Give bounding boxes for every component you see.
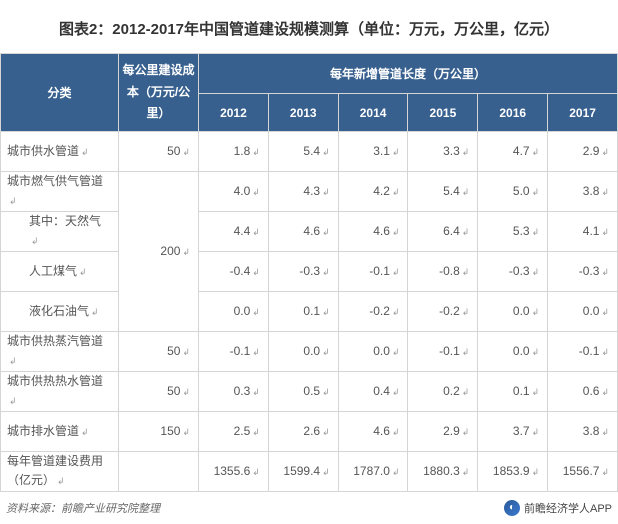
value-cell: 0.2 xyxy=(408,371,478,411)
value-cell: -0.3 xyxy=(478,251,548,291)
footer-app-label: 前瞻经济学人APP xyxy=(524,500,612,516)
cost-cell: 50 xyxy=(119,331,199,371)
value-cell: -0.1 xyxy=(338,251,408,291)
value-cell: 0.1 xyxy=(478,371,548,411)
value-cell: -0.4 xyxy=(199,251,269,291)
th-year-2013: 2013 xyxy=(268,94,338,131)
footer: 资料来源：前瞻产业研究院整理 ◐ 前瞻经济学人APP xyxy=(0,492,618,524)
row-label: 城市供水管道 xyxy=(1,131,119,171)
footer-app: ◐ 前瞻经济学人APP xyxy=(504,500,612,516)
value-cell: 0.0 xyxy=(478,291,548,331)
table-body: 城市供水管道501.85.43.13.34.72.9城市燃气供气管道2004.0… xyxy=(1,131,618,491)
table-row: 城市排水管道1502.52.64.62.93.73.8 xyxy=(1,411,618,451)
value-cell: 4.1 xyxy=(548,211,618,251)
value-cell: -0.1 xyxy=(199,331,269,371)
value-cell: 4.4 xyxy=(199,211,269,251)
value-cell: 3.3 xyxy=(408,131,478,171)
value-cell: 1355.6 xyxy=(199,451,269,491)
value-cell: 5.3 xyxy=(478,211,548,251)
value-cell: 5.4 xyxy=(268,131,338,171)
value-cell: -0.2 xyxy=(338,291,408,331)
value-cell: 1880.3 xyxy=(408,451,478,491)
row-label: 城市供热热水管道 xyxy=(1,371,119,411)
table-row: 城市供热热水管道500.30.50.40.20.10.6 xyxy=(1,371,618,411)
value-cell: 5.4 xyxy=(408,171,478,211)
value-cell: 0.0 xyxy=(268,331,338,371)
th-year-2016: 2016 xyxy=(478,94,548,131)
value-cell: 2.5 xyxy=(199,411,269,451)
cost-cell: 200 xyxy=(119,171,199,331)
value-cell: -0.2 xyxy=(408,291,478,331)
value-cell: 4.6 xyxy=(338,411,408,451)
row-label: 人工煤气 xyxy=(1,251,119,291)
row-label: 城市供热蒸汽管道 xyxy=(1,331,119,371)
value-cell: 1.8 xyxy=(199,131,269,171)
row-label: 城市燃气供气管道 xyxy=(1,171,119,211)
cost-cell: 150 xyxy=(119,411,199,451)
value-cell: 4.3 xyxy=(268,171,338,211)
value-cell: 0.0 xyxy=(548,291,618,331)
cost-cell: 50 xyxy=(119,371,199,411)
value-cell: 3.8 xyxy=(548,411,618,451)
table-row: 每年管道建设费用（亿元） 1355.61599.41787.01880.31853… xyxy=(1,451,618,491)
table-row: 城市供水管道501.85.43.13.34.72.9 xyxy=(1,131,618,171)
value-cell: 4.0 xyxy=(199,171,269,211)
value-cell: 6.4 xyxy=(408,211,478,251)
value-cell: 2.9 xyxy=(408,411,478,451)
th-category: 分类 xyxy=(1,54,119,132)
value-cell: 3.1 xyxy=(338,131,408,171)
value-cell: -0.8 xyxy=(408,251,478,291)
value-cell: 4.6 xyxy=(268,211,338,251)
value-cell: 1556.7 xyxy=(548,451,618,491)
value-cell: 0.0 xyxy=(338,331,408,371)
row-label: 其中：天然气 xyxy=(1,211,119,251)
cost-cell xyxy=(119,451,199,491)
value-cell: 0.0 xyxy=(478,331,548,371)
value-cell: 1787.0 xyxy=(338,451,408,491)
value-cell: 0.1 xyxy=(268,291,338,331)
row-label: 每年管道建设费用（亿元） xyxy=(1,451,119,491)
value-cell: 5.0 xyxy=(478,171,548,211)
th-cost: 每公里建设成本（万元/公里） xyxy=(119,54,199,132)
value-cell: 4.6 xyxy=(338,211,408,251)
row-label: 液化石油气 xyxy=(1,291,119,331)
value-cell: 4.2 xyxy=(338,171,408,211)
value-cell: 2.6 xyxy=(268,411,338,451)
value-cell: 0.6 xyxy=(548,371,618,411)
value-cell: 0.4 xyxy=(338,371,408,411)
value-cell: 0.3 xyxy=(199,371,269,411)
table-row: 城市燃气供气管道2004.04.34.25.45.03.8 xyxy=(1,171,618,211)
th-year-2014: 2014 xyxy=(338,94,408,131)
value-cell: -0.3 xyxy=(548,251,618,291)
table-row: 人工煤气-0.4-0.3-0.1-0.8-0.3-0.3 xyxy=(1,251,618,291)
th-length-group: 每年新增管道长度（万公里） xyxy=(199,54,618,94)
cost-cell: 50 xyxy=(119,131,199,171)
value-cell: 1599.4 xyxy=(268,451,338,491)
value-cell: 3.7 xyxy=(478,411,548,451)
table-header: 分类 每公里建设成本（万元/公里） 每年新增管道长度（万公里） 20122013… xyxy=(1,54,618,132)
value-cell: 0.0 xyxy=(199,291,269,331)
value-cell: 1853.9 xyxy=(478,451,548,491)
value-cell: -0.1 xyxy=(548,331,618,371)
th-year-2012: 2012 xyxy=(199,94,269,131)
footer-source: 资料来源：前瞻产业研究院整理 xyxy=(6,500,160,516)
table-row: 城市供热蒸汽管道50-0.10.00.0-0.10.0-0.1 xyxy=(1,331,618,371)
value-cell: 4.7 xyxy=(478,131,548,171)
table-row: 其中：天然气4.44.64.66.45.34.1 xyxy=(1,211,618,251)
row-label: 城市排水管道 xyxy=(1,411,119,451)
table-row: 液化石油气0.00.1-0.2-0.20.00.0 xyxy=(1,291,618,331)
value-cell: -0.1 xyxy=(408,331,478,371)
app-logo-icon: ◐ xyxy=(504,500,520,516)
value-cell: 3.8 xyxy=(548,171,618,211)
value-cell: 2.9 xyxy=(548,131,618,171)
pipeline-table: 分类 每公里建设成本（万元/公里） 每年新增管道长度（万公里） 20122013… xyxy=(0,53,618,492)
value-cell: -0.3 xyxy=(268,251,338,291)
th-year-2017: 2017 xyxy=(548,94,618,131)
th-year-2015: 2015 xyxy=(408,94,478,131)
value-cell: 0.5 xyxy=(268,371,338,411)
chart-title: 图表2：2012-2017年中国管道建设规模测算（单位：万元，万公里，亿元） xyxy=(0,0,618,53)
